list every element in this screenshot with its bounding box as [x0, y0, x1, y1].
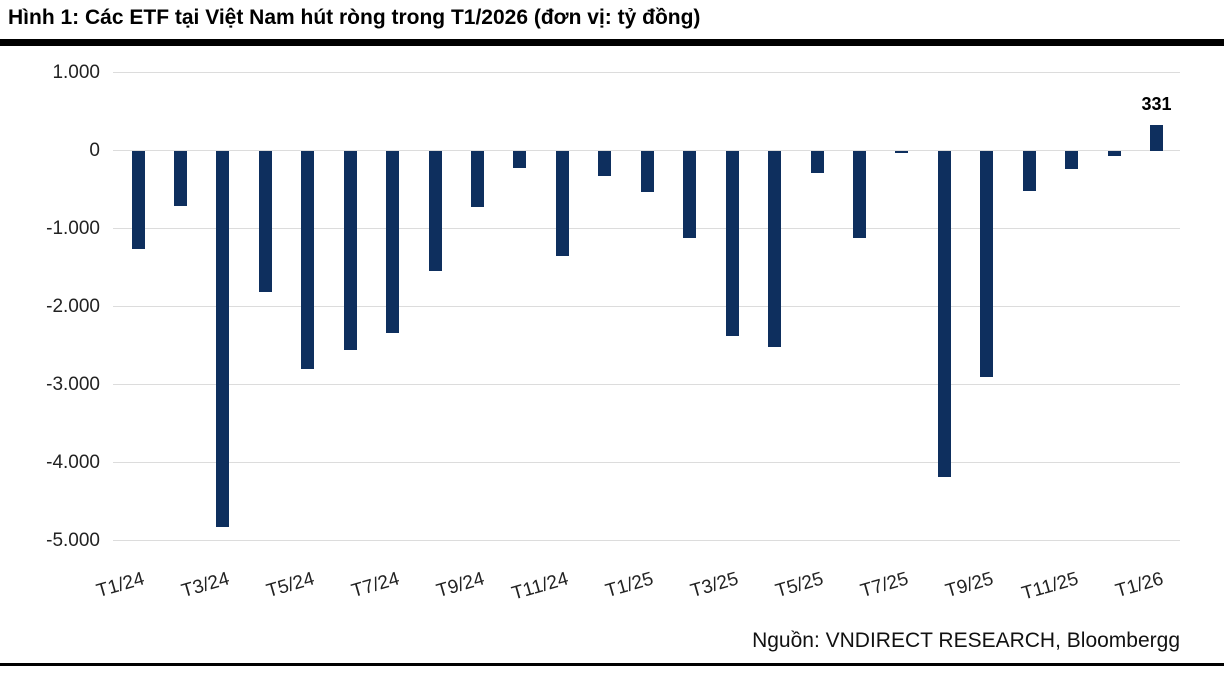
bar-T2/25 [683, 150, 697, 239]
gridline--5.000 [113, 540, 1180, 542]
x-tick-label: T11/25 [1019, 568, 1081, 605]
x-tick-label: T11/24 [509, 568, 572, 605]
bar-T11/25 [1065, 150, 1079, 169]
bar-T5/24 [301, 150, 315, 370]
bar-T12/24 [598, 150, 612, 176]
bar-T7/24 [386, 150, 400, 334]
x-tick-label: T5/25 [773, 568, 826, 603]
x-tick-label: T1/24 [94, 568, 147, 603]
bar-T3/25 [725, 150, 739, 337]
bar-value-label: 331 [1141, 94, 1172, 114]
bar-T1/25 [640, 150, 654, 193]
bar-T10/25 [1022, 150, 1036, 191]
bar-T6/24 [343, 150, 357, 350]
x-tick-label: T1/25 [603, 568, 657, 603]
bar-T3/24 [216, 150, 230, 528]
gridline--3.000 [113, 384, 1180, 386]
x-tick-label: T3/24 [179, 568, 232, 603]
y-tick-label: -5.000 [46, 529, 100, 551]
y-tick-label: -3.000 [46, 373, 100, 395]
bar-T10/24 [513, 150, 527, 168]
y-tick-label: 0 [89, 139, 100, 161]
bar-T2/24 [173, 150, 187, 207]
x-tick-label: T9/25 [943, 568, 996, 603]
bar-T1/26 [1150, 124, 1164, 151]
bar-T7/25 [895, 150, 909, 154]
gridline--4.000 [113, 462, 1180, 464]
y-tick-label: 1.000 [52, 61, 100, 83]
x-tick-label: T5/24 [264, 568, 317, 603]
x-tick-label: T3/25 [688, 568, 741, 603]
bar-T6/25 [852, 150, 866, 239]
y-tick-label: -4.000 [46, 451, 100, 473]
gridline--2.000 [113, 306, 1180, 308]
bar-T8/25 [937, 150, 951, 477]
bar-T5/25 [810, 150, 824, 174]
gridline-1.000 [113, 72, 1180, 74]
bar-T11/24 [555, 150, 569, 256]
bar-T9/25 [980, 150, 994, 378]
bar-T1/24 [131, 150, 145, 250]
gridline--1.000 [113, 228, 1180, 230]
bar-T4/25 [768, 150, 782, 348]
bar-T12/25 [1107, 150, 1121, 157]
x-tick-label: T9/24 [433, 568, 487, 603]
bar-T8/24 [428, 150, 442, 272]
y-tick-label: -2.000 [46, 295, 100, 317]
x-tick-label: T7/24 [348, 568, 402, 603]
y-tick-label: -1.000 [46, 217, 100, 239]
source-caption: Nguồn: VNDIRECT RESEARCH, Bloombergg [752, 629, 1180, 652]
x-tick-label: T1/26 [1112, 568, 1166, 603]
bar-T9/24 [471, 150, 485, 208]
figure-title: Hình 1: Các ETF tại Việt Nam hút ròng tr… [8, 6, 701, 29]
bottom-rule [0, 663, 1224, 666]
x-tick-label: T7/25 [858, 568, 911, 603]
bar-T4/24 [258, 150, 272, 293]
title-rule [0, 39, 1224, 46]
